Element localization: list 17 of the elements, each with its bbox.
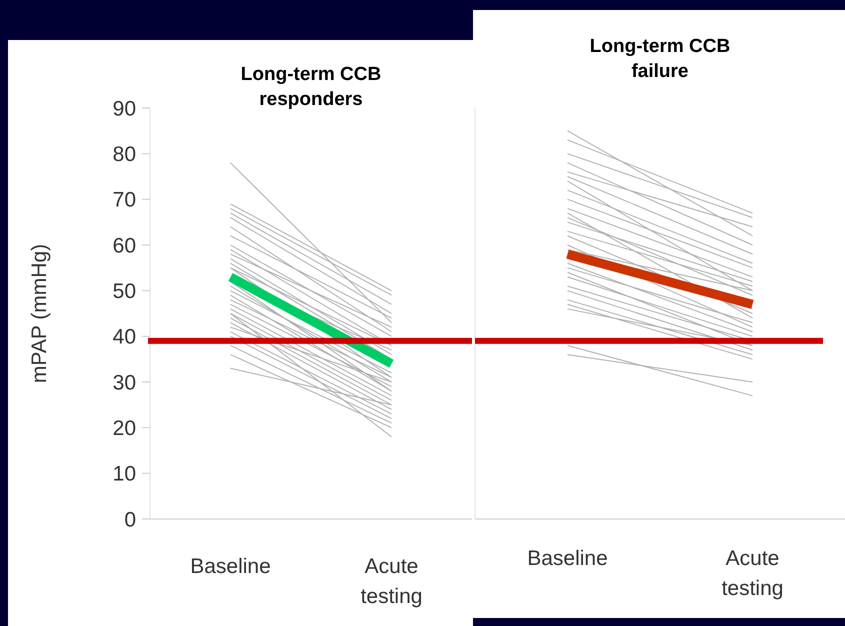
y-tick-label: 20 — [112, 417, 136, 440]
y-tick-label: 60 — [112, 234, 136, 258]
y-tick-label: 50 — [112, 280, 136, 304]
y-axis-title: mPAP (mmHg) — [28, 244, 51, 384]
y-tick-label: 30 — [112, 371, 136, 394]
y-tick-label: 70 — [112, 188, 136, 212]
y-tick-label: 40 — [112, 326, 136, 349]
y-tick-label: 80 — [112, 143, 136, 166]
chart-title: Long-term CCB failure — [590, 36, 730, 82]
y-tick-label: 90 — [112, 97, 136, 120]
chart-title: Long-term CCB responders — [240, 64, 382, 110]
x-tick-label: Baseline — [190, 555, 271, 578]
y-tick-label: 0 — [124, 508, 136, 532]
x-tick-label: Acute testing — [360, 555, 422, 608]
x-tick-label: Baseline — [527, 547, 608, 570]
y-tick-label: 10 — [112, 462, 136, 486]
x-tick-label: Acute testing — [722, 547, 784, 600]
